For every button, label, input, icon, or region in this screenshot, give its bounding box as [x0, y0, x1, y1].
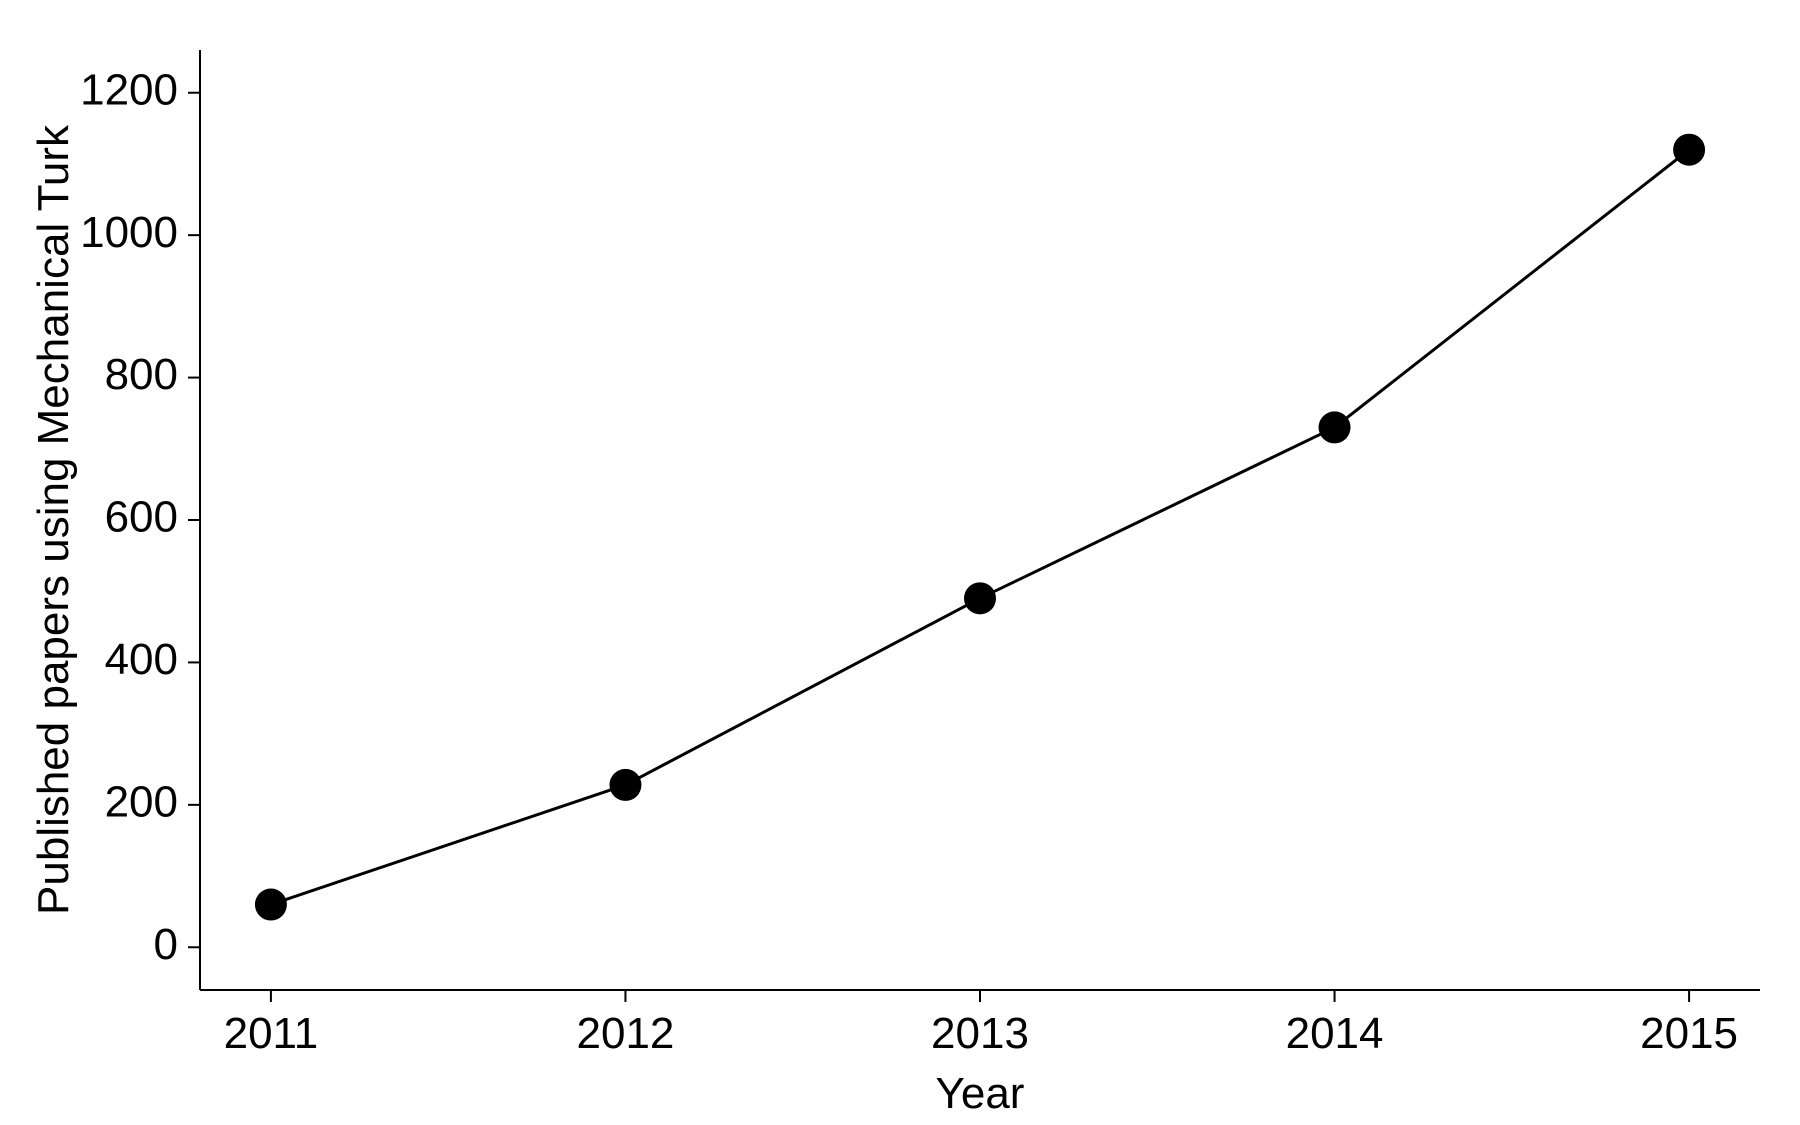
y-tick-label: 1200	[80, 65, 178, 114]
y-tick-label: 0	[154, 920, 178, 969]
chart-container: 0 200 400 600 800 1000 1200 2011 2012 2013 2014 201…	[0, 0, 1800, 1125]
y-tick-label: 600	[105, 493, 178, 542]
x-tick-label: 2011	[224, 1009, 319, 1058]
data-point	[1319, 411, 1351, 443]
y-tick-label: 200	[105, 777, 178, 826]
x-tick-label: 2014	[1286, 1009, 1384, 1058]
y-tick-label: 1000	[80, 208, 178, 257]
data-point	[964, 582, 996, 614]
x-axis-label: Year	[936, 1069, 1025, 1118]
data-point	[609, 769, 641, 801]
line-chart: 0 200 400 600 800 1000 1200 2011 2012 2013 2014 201…	[0, 0, 1800, 1125]
data-point	[255, 889, 287, 921]
data-point	[1673, 134, 1705, 166]
x-tick-label: 2015	[1640, 1009, 1738, 1058]
y-axis-label: Published papers using Mechanical Turk	[29, 124, 78, 915]
y-tick-label: 400	[105, 635, 178, 684]
x-tick-label: 2012	[577, 1009, 675, 1058]
y-tick-label: 800	[105, 350, 178, 399]
x-tick-label: 2013	[931, 1009, 1029, 1058]
